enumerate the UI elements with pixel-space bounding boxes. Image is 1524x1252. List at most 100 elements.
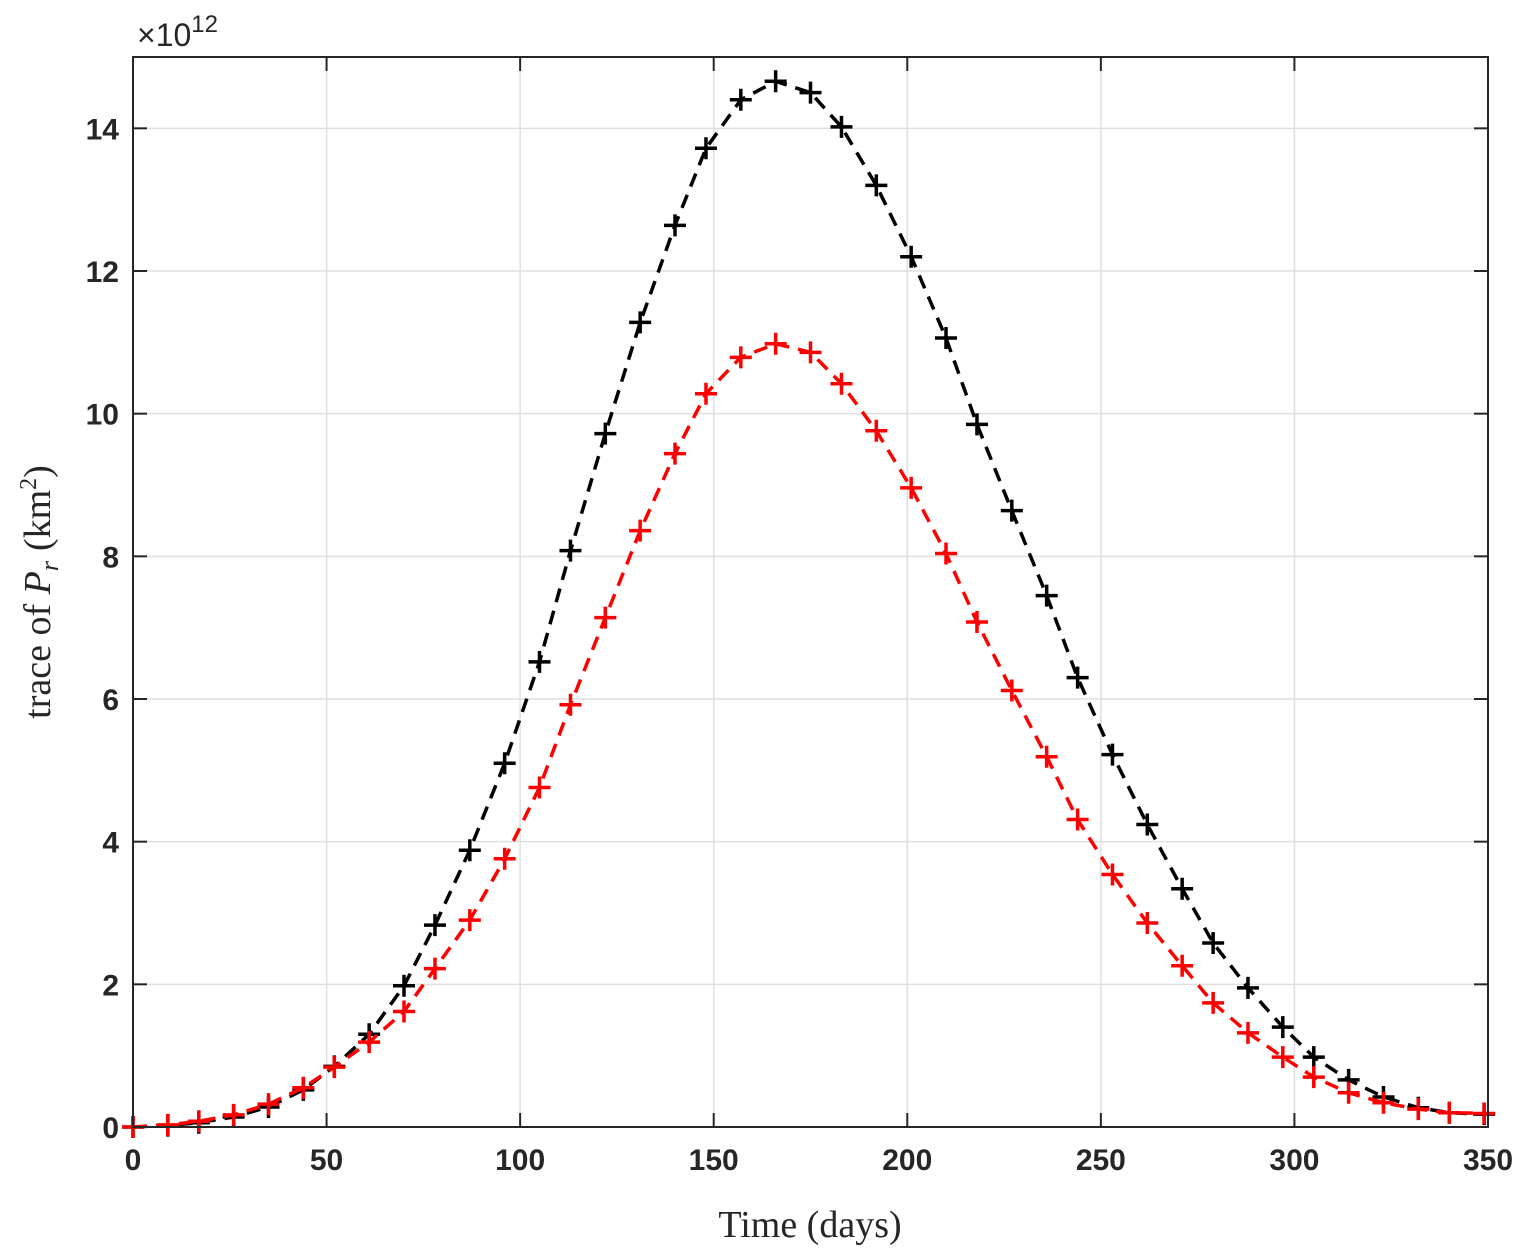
data-point-marker (493, 752, 516, 775)
data-point-marker (1000, 499, 1023, 522)
data-point-marker (594, 422, 617, 445)
y-multiplier-exponent: 12 (191, 11, 218, 38)
data-point-marker (393, 1000, 415, 1023)
y-tick-label: 4 (102, 827, 119, 860)
data-point-marker (729, 346, 752, 369)
series-1 (122, 332, 1496, 1138)
data-point-marker (1171, 877, 1194, 900)
y-multiplier-label: ×1012 (137, 11, 218, 53)
data-point-marker (458, 909, 481, 932)
data-point-marker (423, 957, 446, 980)
data-point-marker (1473, 1102, 1496, 1125)
y-multiplier-base: ×10 (137, 17, 191, 53)
data-point-marker (799, 81, 822, 104)
ticks (132, 57, 1489, 1128)
x-tick-label: 350 (1463, 1144, 1513, 1177)
data-point-marker (358, 1031, 381, 1054)
data-point-marker (900, 245, 923, 268)
data-point-marker (935, 542, 957, 565)
data-point-marker (257, 1093, 280, 1116)
tick-labels: 0 50 100 150 200 250 300 350 0 2 4 6 8 10 12 14 (86, 113, 1513, 1177)
data-point-marker (594, 606, 617, 629)
data-point-marker (493, 847, 516, 870)
data-point-marker (393, 974, 415, 997)
y-tick-label: 8 (102, 541, 119, 574)
y-axis-title-unit-sup: 2 (16, 478, 42, 490)
data-point-marker (1202, 991, 1225, 1014)
data-point-marker (900, 476, 923, 499)
data-point-marker (1407, 1098, 1430, 1121)
y-axis-title-unit: (km (17, 490, 59, 551)
data-point-marker (458, 839, 481, 862)
data-point-marker (323, 1056, 346, 1079)
data-point-marker (559, 539, 582, 562)
data-point-marker (1202, 931, 1225, 954)
data-point-marker (965, 610, 988, 633)
data-point-marker (865, 174, 888, 197)
data-point-marker (528, 776, 551, 799)
y-tick-label: 10 (86, 399, 119, 432)
data-point-marker (764, 70, 787, 93)
grid (132, 57, 1489, 1128)
y-axis-title-prefix: trace of (17, 594, 59, 718)
data-point-marker (1271, 1016, 1294, 1039)
data-point-marker (664, 214, 686, 237)
x-tick-label: 100 (495, 1144, 545, 1177)
data-point-marker (187, 1110, 210, 1133)
data-point-marker (1337, 1081, 1360, 1104)
data-point-marker (764, 332, 787, 355)
data-point-marker (629, 311, 652, 334)
x-axis-title: Time (days) (718, 1204, 901, 1246)
plot-area-background (133, 57, 1488, 1127)
data-point-marker (559, 693, 582, 716)
data-point-marker (1136, 911, 1159, 934)
y-axis-title-unit-close: ) (17, 465, 59, 478)
y-tick-label: 14 (86, 113, 120, 146)
data-point-marker (935, 327, 957, 350)
data-point-marker (629, 519, 652, 542)
series-layer (122, 70, 1496, 1138)
data-point-marker (830, 372, 853, 395)
data-point-marker (664, 442, 686, 465)
data-point-marker (1035, 584, 1058, 607)
x-tick-label: 250 (1076, 1144, 1126, 1177)
data-point-marker (1438, 1101, 1461, 1124)
x-tick-label: 150 (689, 1144, 739, 1177)
data-point-marker (1136, 813, 1159, 836)
data-point-marker (1372, 1091, 1395, 1114)
y-tick-label: 6 (102, 684, 119, 717)
data-point-marker (292, 1076, 315, 1099)
data-point-marker (1101, 863, 1124, 886)
data-point-marker (1236, 976, 1259, 999)
data-point-marker (222, 1103, 245, 1126)
y-axis-title: trace of Pr (km2) (16, 465, 64, 719)
y-tick-label: 0 (102, 1112, 119, 1145)
data-point-marker (1035, 745, 1058, 768)
data-point-marker (965, 413, 988, 436)
y-tick-label: 12 (86, 256, 119, 289)
y-tick-label: 2 (102, 969, 119, 1002)
data-point-marker (799, 341, 822, 364)
data-point-marker (830, 115, 853, 138)
data-point-marker (1271, 1046, 1294, 1069)
data-point-marker (1236, 1021, 1259, 1044)
data-point-marker (1302, 1066, 1325, 1089)
data-point-marker (423, 914, 446, 937)
y-axis-title-subscript: r (35, 560, 64, 571)
x-tick-label: 200 (882, 1144, 932, 1177)
x-tick-label: 300 (1269, 1144, 1319, 1177)
data-point-marker (156, 1113, 179, 1136)
data-point-marker (1171, 954, 1194, 977)
x-tick-label: 50 (310, 1144, 343, 1177)
x-tick-label: 0 (125, 1144, 142, 1177)
data-point-marker (1302, 1046, 1325, 1069)
data-point-marker (729, 88, 752, 111)
data-point-marker (1066, 808, 1089, 831)
data-point-marker (1000, 679, 1023, 702)
axes-box (132, 56, 1489, 1128)
data-point-marker (1066, 666, 1089, 689)
data-point-marker (694, 137, 717, 160)
data-point-marker (694, 382, 717, 405)
